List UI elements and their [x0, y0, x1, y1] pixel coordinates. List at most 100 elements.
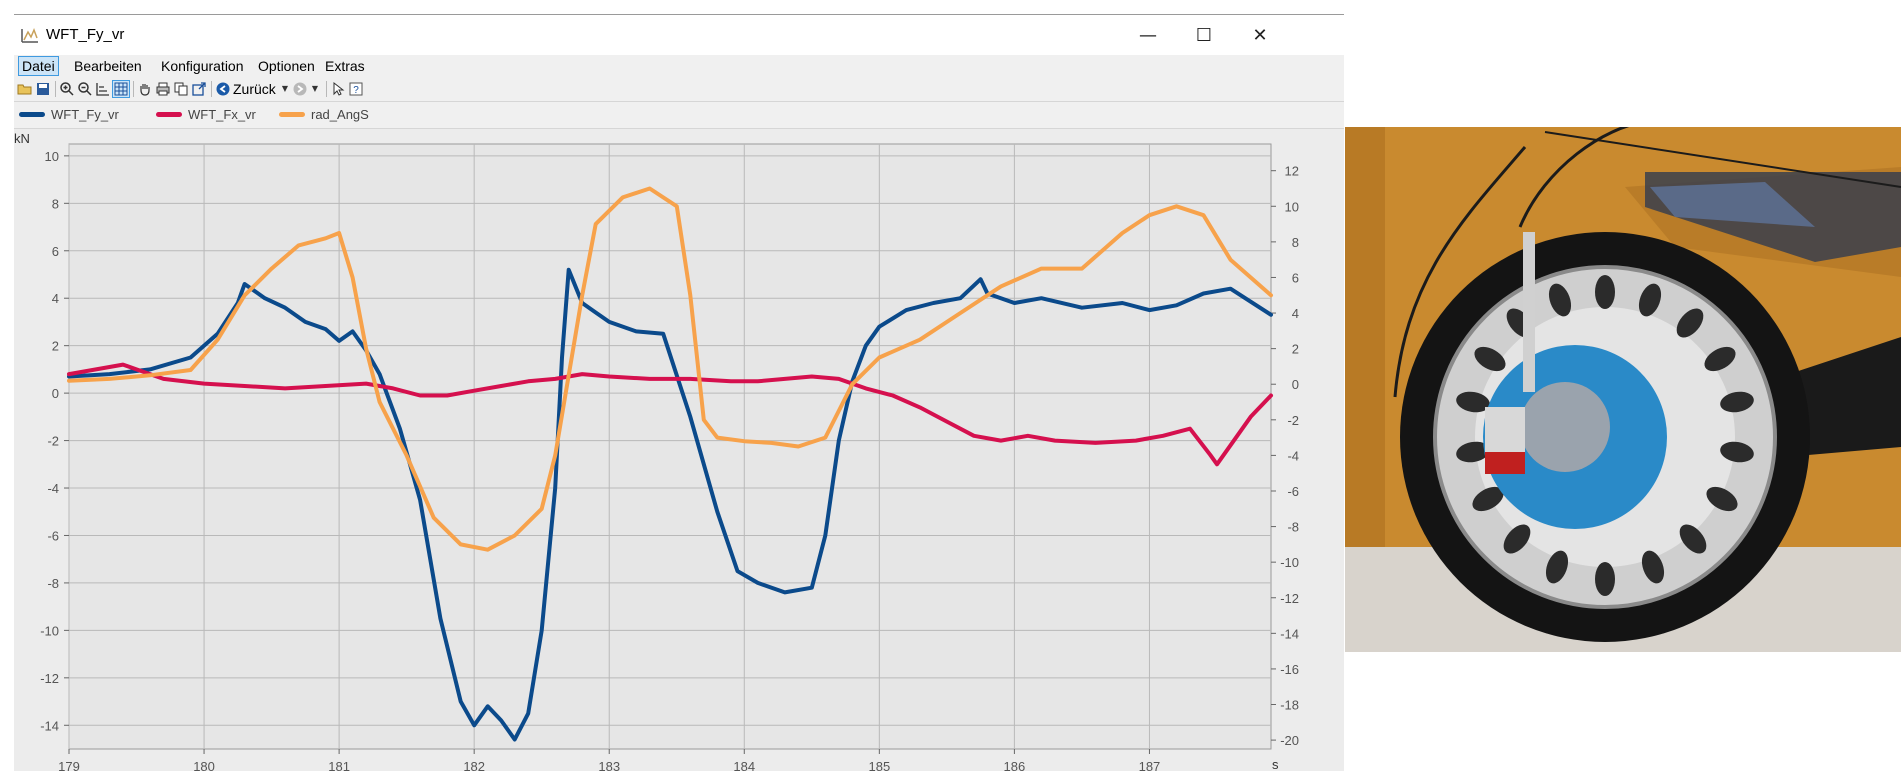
minimize-button[interactable]: — [1120, 15, 1176, 55]
y-right-tick-label: -14 [1280, 626, 1299, 641]
y-left-tick-label: -12 [40, 671, 59, 686]
toolbar: Zurück ▼ ▼ ? [14, 77, 1344, 102]
y-left-tick-label: 0 [52, 386, 59, 401]
legend-swatch [279, 111, 305, 117]
y-right-tick-label: 2 [1292, 342, 1299, 357]
pointer-icon[interactable] [330, 81, 346, 97]
x-tick-label: 186 [1004, 759, 1026, 771]
y-left-tick-label: 10 [45, 149, 59, 164]
series-line-rad-angs[interactable] [67, 186, 1273, 552]
y-right-tick-label: -12 [1280, 591, 1299, 606]
axis-icon[interactable] [95, 81, 111, 97]
x-tick-label: 179 [58, 759, 80, 771]
title-bar[interactable]: WFT_Fy_vr — ☐ ✕ [14, 15, 1344, 55]
maximize-button[interactable]: ☐ [1176, 15, 1232, 55]
y-left-tick-label: -14 [40, 718, 59, 733]
open-icon[interactable] [17, 81, 33, 97]
y-left-tick-label: 2 [52, 339, 59, 354]
legend-label: rad_AngS [311, 106, 369, 122]
menu-extras[interactable]: Extras [325, 58, 365, 74]
y-right-tick-label: 6 [1292, 270, 1299, 285]
legend-label: WFT_Fy_vr [51, 106, 119, 122]
plot-frame [68, 143, 1272, 750]
y-right-tick-label: -4 [1287, 448, 1299, 463]
app-icon [21, 27, 38, 43]
x-tick-label: 183 [598, 759, 620, 771]
x-tick-label: 184 [733, 759, 755, 771]
series-lines [67, 186, 1273, 742]
back-icon[interactable] [215, 81, 231, 97]
y-right-tick-label: 0 [1292, 377, 1299, 392]
x-tick-label: 182 [463, 759, 485, 771]
y-left-tick-label: 8 [52, 196, 59, 211]
y-right-tick-label: -16 [1280, 662, 1299, 677]
export-icon[interactable] [191, 81, 207, 97]
close-button[interactable]: ✕ [1232, 15, 1288, 55]
legend-label: WFT_Fx_vr [188, 106, 256, 122]
close-icon: ✕ [1252, 24, 1268, 46]
maximize-icon: ☐ [1195, 24, 1213, 46]
y-left-tick-label: -6 [47, 528, 59, 543]
back-button-label[interactable]: Zurück [233, 81, 276, 97]
axes: 179 180 181 182 183 184 185 186 187 10 8 6 4 2 0 -2 -4 -6… [40, 149, 1299, 774]
menu-optionen[interactable]: Optionen [258, 58, 315, 74]
y-right-tick-label: -18 [1280, 698, 1299, 713]
menu-datei[interactable]: Datei [18, 56, 59, 76]
y-right-tick-label: -6 [1287, 484, 1299, 499]
menu-bearbeiten[interactable]: Bearbeiten [74, 58, 142, 74]
y-right-tick-label: 8 [1292, 235, 1299, 250]
series-line-wft-fx-vr[interactable] [67, 362, 1273, 467]
legend-item[interactable]: WFT_Fy_vr [19, 105, 119, 123]
zoom-out-icon[interactable] [77, 81, 93, 97]
menu-bar: Datei Bearbeiten Konfiguration Optionen … [14, 55, 1344, 77]
forward-icon[interactable] [292, 81, 308, 97]
legend-item[interactable]: rad_AngS [279, 105, 369, 123]
y-right-tick-label: 4 [1292, 306, 1299, 321]
y-right-tick-label: -8 [1287, 520, 1299, 535]
y-left-tick-label: 4 [52, 291, 59, 306]
line-chart[interactable]: kN s 179 180 181 182 183 184 185 186 187 10 8 6 4 2 0 -… [14, 129, 1344, 774]
legend-swatch [19, 111, 45, 117]
y-right-tick-label: -2 [1287, 413, 1299, 428]
grid-icon[interactable] [112, 80, 130, 98]
series-line-wft-fy-vr[interactable] [67, 267, 1273, 742]
menu-konfiguration[interactable]: Konfiguration [161, 58, 244, 74]
toolbar-separator [133, 81, 134, 97]
copy-icon[interactable] [173, 81, 189, 97]
x-tick-label: 185 [868, 759, 890, 771]
x-tick-label: 187 [1139, 759, 1161, 771]
print-icon[interactable] [155, 81, 171, 97]
y-right-tick-label: -10 [1280, 555, 1299, 570]
y-left-tick-label: -2 [47, 434, 59, 449]
legend-bar: WFT_Fy_vr WFT_Fx_vr rad_AngS [14, 102, 1344, 129]
legend-item[interactable]: WFT_Fx_vr [156, 105, 256, 123]
x-tick-label: 180 [193, 759, 215, 771]
wheel-force-transducer-photo [1345, 127, 1901, 652]
y-unit-label: kN [14, 131, 30, 146]
y-left-tick-label: -4 [47, 481, 59, 496]
x-unit-label: s [1272, 757, 1279, 771]
save-icon[interactable] [35, 81, 51, 97]
x-tick-label: 181 [328, 759, 350, 771]
toolbar-separator [211, 81, 212, 97]
y-left-tick-label: 6 [52, 244, 59, 259]
y-right-tick-label: -20 [1280, 733, 1299, 748]
toolbar-separator [55, 81, 56, 97]
zoom-in-icon[interactable] [59, 81, 75, 97]
window-title: WFT_Fy_vr [46, 26, 125, 43]
plot-area[interactable]: kN s 179 180 181 182 183 184 185 186 187 10 8 6 4 2 0 -… [14, 129, 1344, 774]
minimize-icon: — [1139, 24, 1157, 46]
forward-dropdown-icon[interactable]: ▼ [311, 84, 319, 93]
y-right-tick-label: 10 [1285, 199, 1299, 214]
svg-text:?: ? [353, 85, 359, 96]
y-left-tick-label: -10 [40, 623, 59, 638]
application-window: WFT_Fy_vr — ☐ ✕ Datei Bearbeiten Konfigu… [14, 14, 1344, 774]
legend-swatch [156, 111, 182, 117]
toolbar-separator [326, 81, 327, 97]
help-icon[interactable]: ? [348, 81, 364, 97]
y-left-tick-label: -8 [47, 576, 59, 591]
y-right-tick-label: 12 [1285, 164, 1299, 179]
hand-icon[interactable] [137, 81, 153, 97]
back-dropdown-icon[interactable]: ▼ [281, 84, 289, 93]
grid [68, 144, 1271, 749]
